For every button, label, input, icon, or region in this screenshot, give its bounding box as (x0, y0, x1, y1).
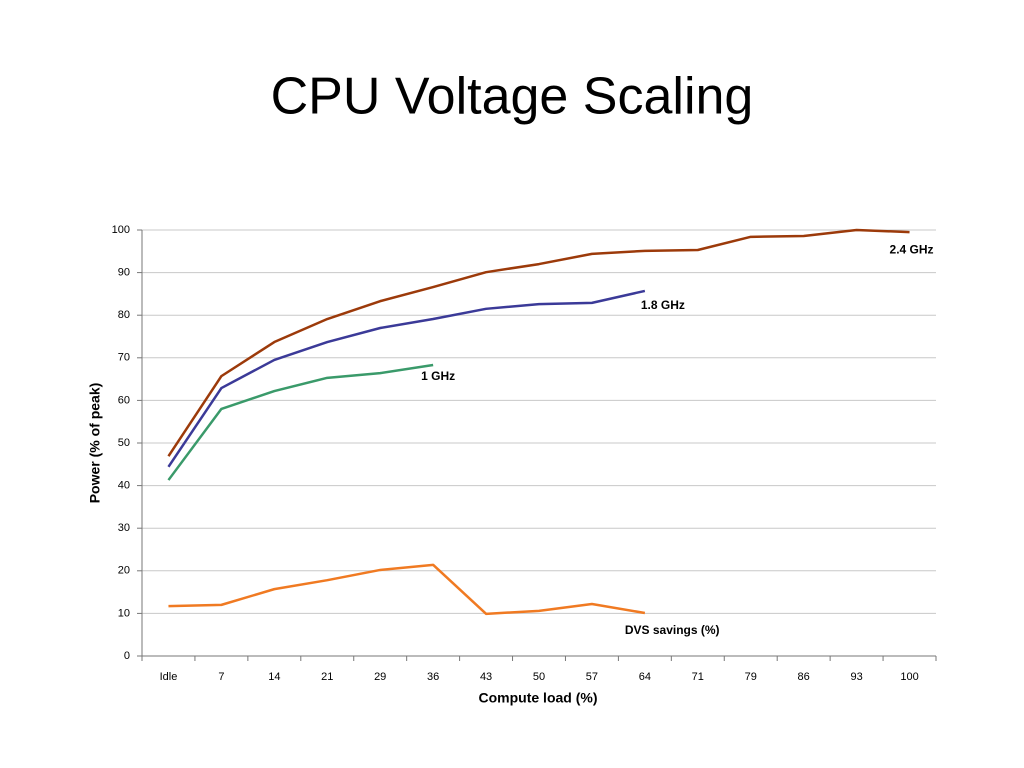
y-tick-label: 90 (118, 267, 130, 279)
y-tick-label: 10 (118, 607, 130, 619)
x-tick-label: 71 (692, 671, 704, 683)
series-label: 1.8 GHz (641, 298, 685, 312)
y-tick-label: 50 (118, 437, 130, 449)
y-tick-label: 70 (118, 352, 130, 364)
x-tick-label: 21 (321, 671, 333, 683)
series-label: DVS savings (%) (625, 623, 720, 637)
x-tick-label: 64 (639, 671, 651, 683)
x-tick-label: 86 (798, 671, 810, 683)
x-tick-label: 79 (745, 671, 757, 683)
y-tick-label: 100 (112, 224, 130, 236)
y-tick-label: 0 (124, 650, 130, 662)
x-tick-label: 50 (533, 671, 545, 683)
series-line (167, 228, 910, 457)
x-tick-label: 43 (480, 671, 492, 683)
series-line (168, 563, 646, 616)
y-tick-label: 80 (118, 309, 130, 321)
x-axis-label: Compute load (%) (479, 690, 598, 706)
x-tick-label: 7 (218, 671, 224, 683)
series-line (167, 363, 434, 481)
x-tick-label: 29 (374, 671, 386, 683)
y-tick-label: 30 (118, 522, 130, 534)
x-tick-label: 57 (586, 671, 598, 683)
x-tick-label: 36 (427, 671, 439, 683)
series-line (167, 289, 646, 468)
series-label: 1 GHz (421, 369, 455, 383)
x-tick-label: 93 (850, 671, 862, 683)
y-tick-label: 20 (118, 565, 130, 577)
slide-title: CPU Voltage Scaling (271, 68, 754, 126)
x-tick-label: 14 (268, 671, 280, 683)
x-tick-label: Idle (160, 671, 178, 683)
x-tick-label: 100 (900, 671, 918, 683)
series-label: 2.4 GHz (890, 242, 934, 256)
y-tick-label: 60 (118, 394, 130, 406)
y-axis-label: Power (% of peak) (87, 383, 103, 504)
y-tick-label: 40 (118, 480, 130, 492)
